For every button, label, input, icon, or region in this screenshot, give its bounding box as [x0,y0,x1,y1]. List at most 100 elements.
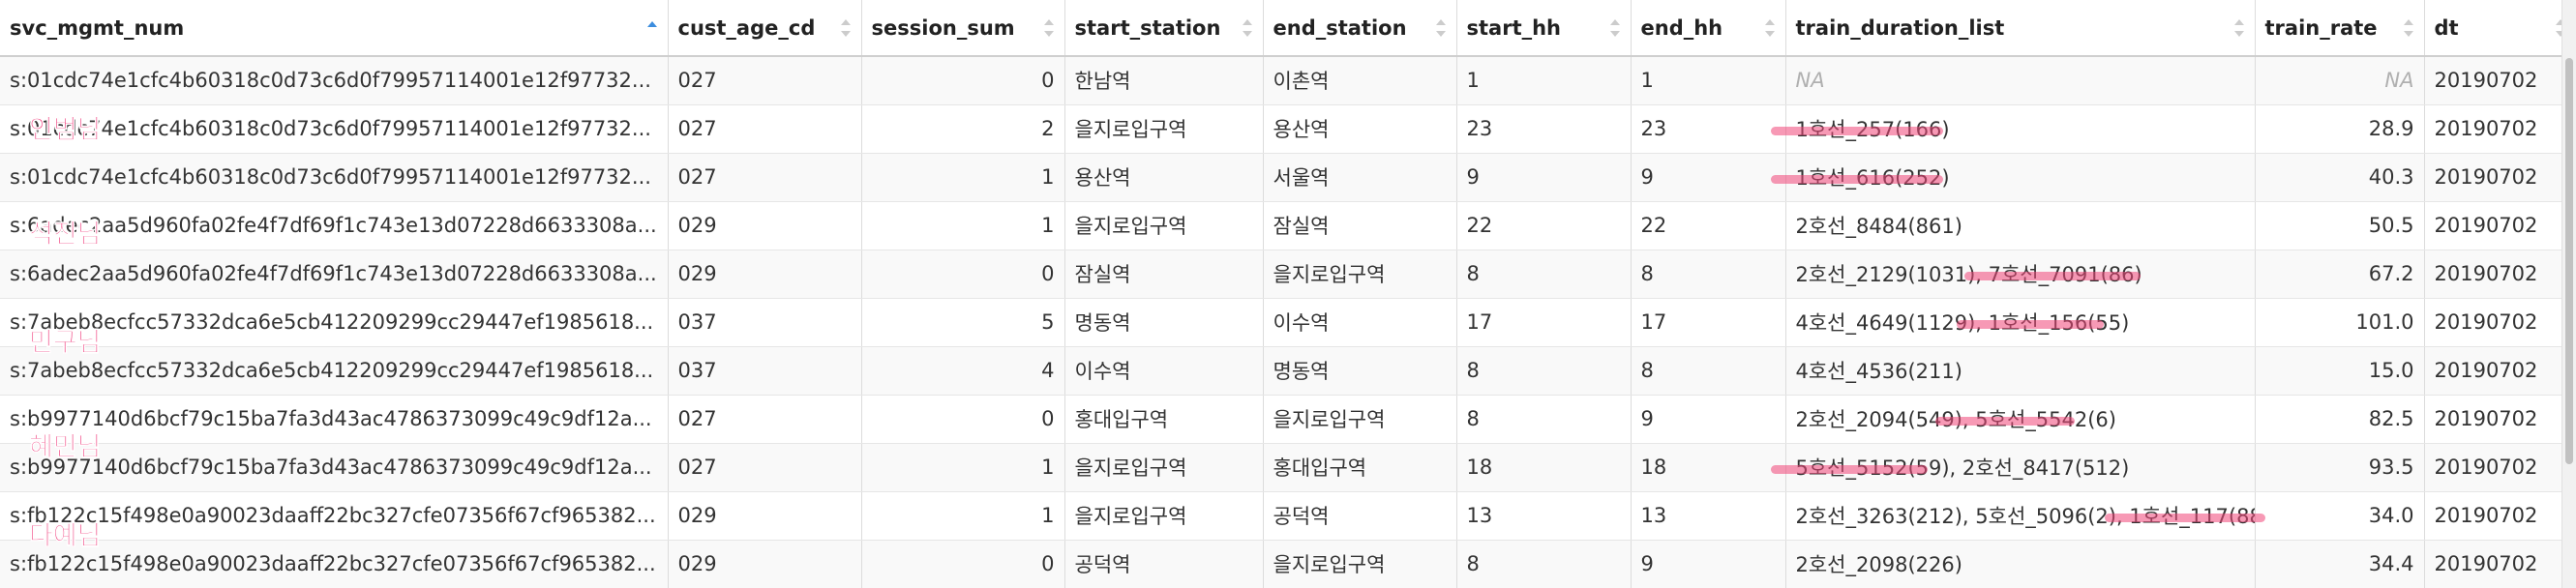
cell-start-hh: 13 [1456,491,1632,541]
scrollbar-thumb[interactable] [2565,58,2573,464]
column-header-cust-age-cd[interactable]: cust_age_cd [668,0,862,57]
cell-train-rate: 15.0 [2255,346,2425,396]
cell-end-hh: 22 [1631,201,1786,250]
cell-svc-mgmt-num: s:b9977140d6bcf79c15ba7fa3d43ac478637309… [0,395,669,444]
cell-dt: 20190702 [2424,346,2576,396]
cell-end-hh: 1 [1631,56,1786,105]
cell-start-station: 잠실역 [1064,250,1264,299]
cell-end-station: 서울역 [1263,153,1457,202]
cell-start-hh: 8 [1456,540,1632,588]
cell-start-station: 을지로입구역 [1064,491,1264,541]
cell-train-rate: 40.3 [2255,153,2425,202]
cell-start-hh: 23 [1456,104,1632,154]
column-header-svc-mgmt-num[interactable]: svc_mgmt_num [0,0,669,57]
column-header-label: session_sum [871,15,1015,40]
cell-end-hh: 8 [1631,250,1786,299]
cell-train-duration-list: NA [1785,56,2256,105]
highlight-stroke [2105,514,2265,522]
column-header-label: svc_mgmt_num [10,15,185,40]
cell-svc-mgmt-num: s:b9977140d6bcf79c15ba7fa3d43ac478637309… [0,443,669,492]
cell-end-hh: 23 [1631,104,1786,154]
cell-start-station: 이수역 [1064,346,1264,396]
sort-toggle-icon[interactable] [1764,17,1776,39]
cell-start-station: 을지로입구역 [1064,104,1264,154]
sort-toggle-icon[interactable] [2233,17,2245,39]
cell-cust-age-cd: 027 [668,56,862,105]
cell-cust-age-cd: 029 [668,201,862,250]
cell-end-station: 명동역 [1263,346,1457,396]
cell-svc-mgmt-num: s:01cdc74e1cfc4b60318c0d73c6d0f799571140… [0,153,669,202]
cell-end-hh: 18 [1631,443,1786,492]
cell-train-rate: 34.0 [2255,491,2425,541]
cell-cust-age-cd: 037 [668,346,862,396]
cell-session-sum: 2 [861,104,1065,154]
column-header-label: dt [2434,15,2459,40]
table-row: s:7abeb8ecfcc57332dca6e5cb412209299cc294… [0,298,2576,347]
cell-cust-age-cd: 037 [668,298,862,347]
column-header-start-hh[interactable]: start_hh [1456,0,1632,57]
cell-svc-mgmt-num: s:01cdc74e1cfc4b60318c0d73c6d0f799571140… [0,56,669,105]
highlight-stroke [1935,417,2075,426]
cell-cust-age-cd: 029 [668,250,862,299]
cell-start-hh: 18 [1456,443,1632,492]
cell-train-rate: 28.9 [2255,104,2425,154]
cell-dt: 20190702 [2424,201,2576,250]
cell-dt: 20190702 [2424,104,2576,154]
cell-start-hh: 17 [1456,298,1632,347]
table-row: s:01cdc74e1cfc4b60318c0d73c6d0f799571140… [0,56,2576,105]
column-header-start-station[interactable]: start_station [1064,0,1264,57]
column-header-label: start_station [1074,15,1221,40]
column-header-train-duration-list[interactable]: train_duration_list [1785,0,2256,57]
table-body: s:01cdc74e1cfc4b60318c0d73c6d0f799571140… [0,56,2576,588]
sort-toggle-icon[interactable] [2403,17,2414,39]
annotation-label: 혜민님 [29,432,102,463]
cell-dt: 20190702 [2424,540,2576,588]
highlight-stroke [1964,272,2141,280]
cell-end-hh: 9 [1631,395,1786,444]
cell-train-rate: 50.5 [2255,201,2425,250]
sort-toggle-icon[interactable] [1435,17,1447,39]
cell-start-hh: 22 [1456,201,1632,250]
sort-toggle-icon[interactable] [1609,17,1621,39]
cell-start-station: 한남역 [1064,56,1264,105]
annotation-label: 민구님 [29,328,102,359]
column-header-dt[interactable]: dt [2424,0,2576,57]
sort-toggle-icon[interactable] [840,17,852,39]
cell-session-sum: 0 [861,56,1065,105]
sort-toggle-icon[interactable] [1043,17,1055,39]
vertical-scrollbar[interactable] [2561,0,2576,588]
cell-session-sum: 1 [861,153,1065,202]
cell-start-hh: 8 [1456,395,1632,444]
cell-end-hh: 9 [1631,153,1786,202]
cell-start-station: 을지로입구역 [1064,201,1264,250]
cell-end-station: 을지로입구역 [1263,250,1457,299]
cell-cust-age-cd: 027 [668,395,862,444]
cell-dt: 20190702 [2424,395,2576,444]
cell-end-station: 홍대입구역 [1263,443,1457,492]
cell-train-rate: 101.0 [2255,298,2425,347]
column-header-end-station[interactable]: end_station [1263,0,1457,57]
cell-svc-mgmt-num: s:fb122c15f498e0a90023daaff22bc327cfe073… [0,491,669,541]
cell-dt: 20190702 [2424,298,2576,347]
cell-end-station: 용산역 [1263,104,1457,154]
column-header-session-sum[interactable]: session_sum [861,0,1065,57]
cell-end-hh: 8 [1631,346,1786,396]
cell-dt: 20190702 [2424,491,2576,541]
cell-cust-age-cd: 027 [668,153,862,202]
cell-train-rate: 93.5 [2255,443,2425,492]
cell-dt: 20190702 [2424,250,2576,299]
table-row: s:7abeb8ecfcc57332dca6e5cb412209299cc294… [0,346,2576,396]
cell-start-station: 명동역 [1064,298,1264,347]
cell-svc-mgmt-num: s:01cdc74e1cfc4b60318c0d73c6d0f799571140… [0,104,669,154]
annotation-label: 다예님 [29,521,102,552]
column-header-end-hh[interactable]: end_hh [1631,0,1786,57]
table-row: s:6adec2aa5d960fa02fe4f7df69f1c743e13d07… [0,250,2576,299]
column-header-label: end_hh [1640,15,1723,40]
sort-ascending-icon[interactable] [646,17,658,39]
table-row: s:01cdc74e1cfc4b60318c0d73c6d0f799571140… [0,153,2576,202]
cell-end-station: 이수역 [1263,298,1457,347]
sort-toggle-icon[interactable] [1242,17,1253,39]
cell-session-sum: 5 [861,298,1065,347]
column-header-train-rate[interactable]: train_rate [2255,0,2425,57]
